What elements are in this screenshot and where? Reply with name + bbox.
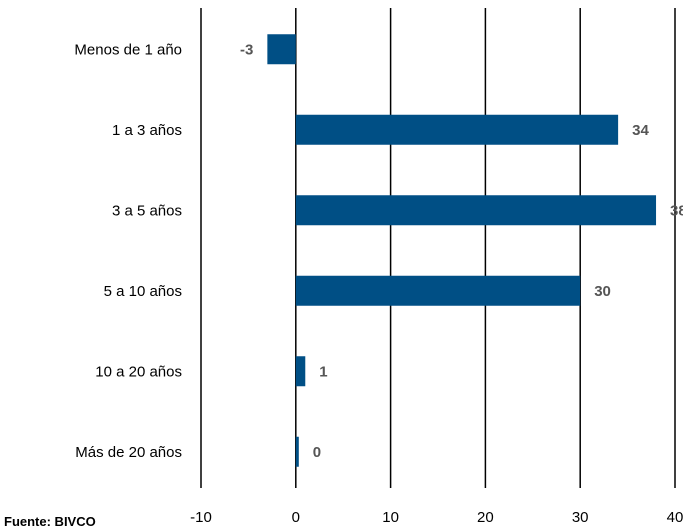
category-label: 3 a 5 años [112, 202, 182, 219]
category-label: 1 a 3 años [112, 122, 182, 139]
data-label: 1 [319, 363, 327, 380]
bar [295, 436, 299, 467]
bars [267, 34, 657, 467]
category-labels: Menos de 1 año 1 a 3 años 3 a 5 años 5 a 10… [74, 41, 182, 461]
x-tick-label: 30 [572, 509, 589, 526]
data-label: -3 [240, 41, 253, 58]
data-label: 30 [594, 283, 611, 300]
data-labels: -3 34 38 30 1 0 [240, 41, 683, 461]
data-label: 0 [313, 444, 321, 461]
x-tick-label: 10 [382, 509, 399, 526]
category-label: 10 a 20 años [95, 363, 182, 380]
category-label: 5 a 10 años [104, 283, 182, 300]
bar [267, 34, 296, 65]
bar [295, 195, 657, 226]
x-tick-labels: -10 0 10 20 30 40 [190, 509, 683, 526]
bar [295, 275, 581, 306]
x-tick-label: 40 [667, 509, 683, 526]
category-label: Más de 20 años [75, 444, 182, 461]
data-label: 38 [670, 202, 683, 219]
category-label: Menos de 1 año [74, 41, 182, 58]
x-tick-label: 0 [292, 509, 300, 526]
x-tick-label: -10 [190, 509, 212, 526]
source-note: Fuente: BIVCO [4, 514, 96, 529]
gridlines [200, 8, 676, 488]
bar [295, 356, 306, 387]
bar [295, 114, 619, 145]
data-label: 34 [632, 122, 649, 139]
x-tick-label: 20 [477, 509, 494, 526]
